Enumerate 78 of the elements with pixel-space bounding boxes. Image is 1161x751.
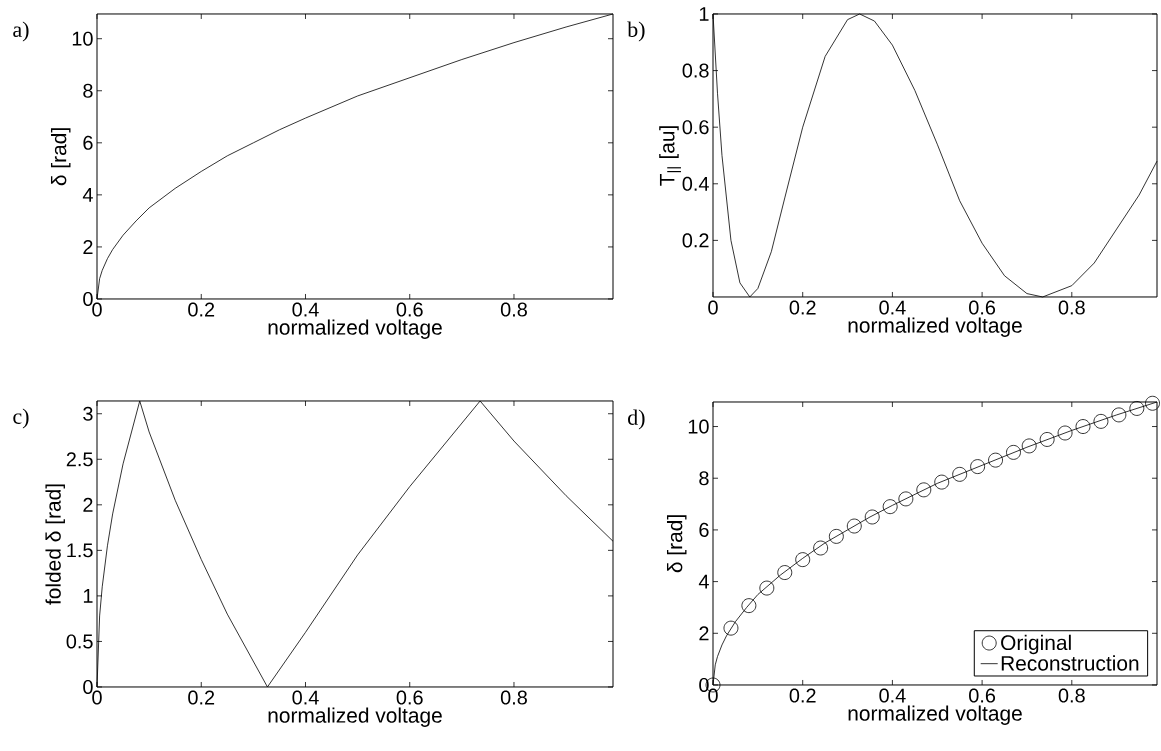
point: [1111, 407, 1127, 423]
x-tick-label: 0.6: [396, 302, 423, 317]
point: [898, 491, 914, 507]
x-tick-label: 0.2: [188, 690, 215, 705]
point: [1006, 444, 1021, 460]
y-tick-label: 6: [83, 135, 93, 150]
y-tick-label: 2: [699, 626, 709, 641]
y-tick-label: 1.5: [67, 543, 93, 558]
chart-title: c): [13, 408, 29, 429]
point: [970, 459, 986, 474]
x-axis-title: normalized voltage: [848, 705, 1022, 725]
point: [846, 518, 862, 534]
y-axis-title: folded δ [rad]: [45, 484, 65, 605]
x-tick-label: 0.4: [879, 688, 906, 703]
x-tick-label: 0.4: [292, 690, 319, 705]
x-tick-label: 0.8: [1058, 300, 1085, 315]
x-tick-label: 0.2: [789, 688, 816, 703]
point: [759, 580, 775, 596]
point: [723, 620, 739, 636]
point: [1057, 425, 1073, 441]
x-tick-label: 0.2: [789, 300, 816, 315]
y-tick-label: 10: [688, 419, 709, 434]
y-axis-title: δ [rad]: [50, 128, 71, 186]
point: [1021, 438, 1037, 454]
x-tick-label: 0.4: [292, 302, 319, 317]
x-axis-title: normalized voltage: [268, 319, 442, 339]
y-tick-label: 10: [72, 31, 93, 46]
point: [988, 452, 1003, 468]
point: [1075, 419, 1091, 434]
x-tick-label: 0.4: [879, 300, 906, 315]
legend-label: Reconstruction: [1001, 655, 1139, 671]
point: [741, 598, 757, 614]
y-tick-label: 2: [83, 239, 93, 254]
y-tick-label: 1: [699, 7, 709, 21]
x-tick-label: 0.6: [969, 300, 996, 315]
x-tick-label: 0.2: [188, 302, 215, 317]
x-tick-label: 0.6: [969, 688, 996, 703]
x-axis-title: normalized voltage: [848, 317, 1022, 337]
chart-title: b): [627, 21, 645, 42]
y-tick-label: 0.5: [66, 634, 93, 649]
point: [813, 540, 829, 556]
x-tick-label: 0.8: [500, 690, 527, 705]
y-tick-label: 6: [699, 522, 709, 537]
y-tick-label: 0.8: [682, 63, 709, 78]
point: [934, 474, 950, 490]
point: [1093, 413, 1109, 429]
y-tick-label: 0: [699, 677, 709, 693]
y-tick-label: 0.2: [682, 233, 709, 248]
x-tick-label: 0.6: [396, 690, 423, 705]
y-tick-label: 8: [699, 471, 709, 486]
x-tick-label: 0.8: [1058, 688, 1085, 703]
y-axis-title: δ [rad]: [666, 515, 687, 573]
y-tick-label: 4: [82, 188, 93, 202]
x-axis-title: normalized voltage: [268, 707, 442, 727]
point: [777, 565, 793, 580]
y-tick-label: 2.5: [66, 452, 93, 467]
point: [864, 509, 880, 525]
legend-label: Original: [1001, 634, 1071, 655]
y-tick-label: 0.6: [682, 120, 709, 135]
point: [952, 466, 968, 482]
y-tick-label: 0.4: [682, 176, 709, 191]
point: [828, 528, 844, 544]
point: [882, 499, 898, 515]
y-tick-label: 2: [83, 497, 93, 512]
y-tick-label: 4: [698, 574, 709, 589]
point: [916, 482, 932, 498]
x-tick-label: 0.8: [500, 302, 527, 317]
point: [1145, 395, 1160, 411]
y-tick-label: 1: [83, 589, 93, 603]
y-axis-title: T$_{||}$ [au]: [659, 126, 681, 186]
chart-title: d): [628, 409, 645, 430]
chart-title: a): [13, 21, 29, 42]
point: [1129, 401, 1145, 416]
line-series: [712, 13, 1158, 298]
point: [795, 552, 811, 568]
y-tick-label: 3: [83, 406, 93, 421]
point: [1039, 432, 1055, 447]
y-tick-label: 8: [83, 83, 93, 98]
